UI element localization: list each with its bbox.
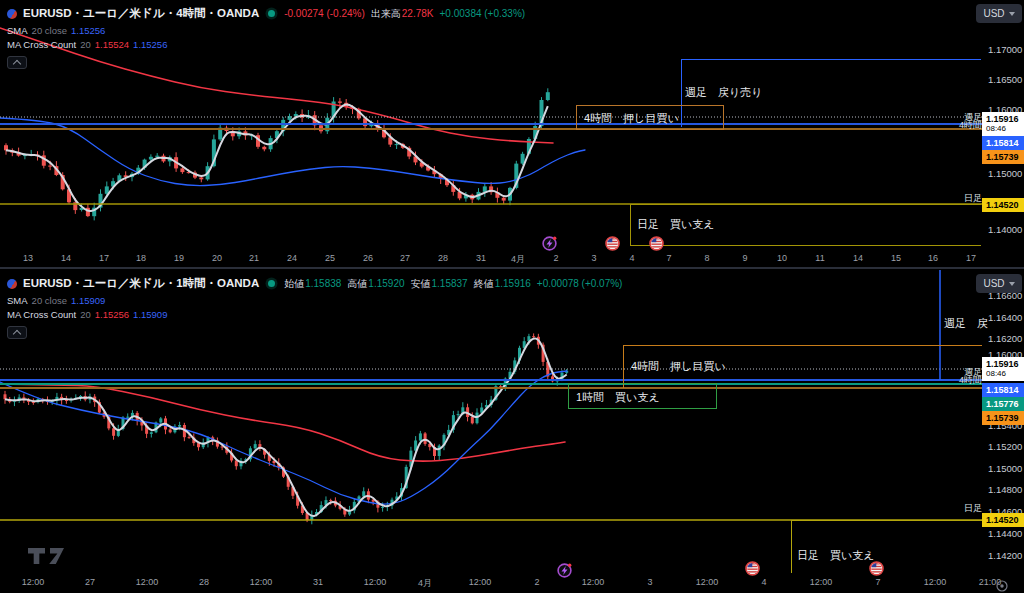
drawing-box[interactable]	[791, 520, 982, 573]
drawing-box-label: 日足 買い支え	[797, 548, 875, 563]
chart-panel-4h[interactable]: EURUSD・ユーロ／米ドル・4時間・OANDA -0.00274 (-0.24…	[0, 0, 1024, 268]
indicator-sma-name[interactable]: SMA	[7, 295, 28, 306]
time-axis-label: 12:00	[799, 577, 843, 587]
time-axis-label: 12:00	[685, 577, 729, 587]
price-tag-1.15739: 1.15739	[982, 150, 1024, 164]
time-axis-label: 12:00	[239, 577, 283, 587]
event-marker-flag-icon[interactable]	[868, 560, 885, 581]
price-axis-label: 1.14800	[988, 484, 1022, 495]
symbol-title-1h[interactable]: EURUSD・ユーロ／米ドル・1時間・OANDA	[23, 276, 259, 291]
time-axis-label: 12:00	[125, 577, 169, 587]
price-axis-label: 1.16400	[988, 312, 1022, 323]
event-marker-flag-icon[interactable]	[744, 560, 761, 581]
indicator-macross-params: 20	[80, 309, 91, 320]
high-label: 高値	[347, 277, 367, 291]
price-axis-label: 1.14200	[988, 550, 1022, 561]
price-tag-1.14520: 1.14520	[982, 513, 1024, 527]
chevron-down-icon	[1009, 12, 1015, 16]
symbol-logo-icon	[7, 9, 17, 19]
time-axis-label: 12:00	[458, 577, 502, 587]
time-axis-label: 12:00	[913, 577, 957, 587]
price-tag-1.14520: 1.14520	[982, 198, 1024, 212]
close-value: 1.15916	[495, 278, 531, 289]
currency-selector-1h[interactable]: USD	[976, 274, 1022, 293]
indicator-macross-value1: 1.15524	[95, 39, 129, 50]
drawing-box-label: 1時間 買い支え	[576, 390, 660, 405]
line-label: 4時間	[922, 119, 982, 132]
drawing-box-label: 4時間 押し目買い	[584, 111, 679, 126]
event-marker-flag-icon[interactable]	[604, 235, 621, 256]
indicator-sma-value: 1.15909	[71, 295, 105, 306]
indicator-macross-value2: 1.15256	[133, 39, 167, 50]
tradingview-logo[interactable]	[28, 546, 74, 570]
price-change-4h: -0.00274 (-0.24%)	[284, 8, 365, 19]
panel-divider[interactable]	[0, 267, 1024, 269]
indicator-macross-params: 20	[80, 39, 91, 50]
time-axis-label: 12:00	[353, 577, 397, 587]
price-axis-label: 1.15200	[988, 441, 1022, 452]
market-status-icon[interactable]	[268, 10, 275, 17]
indicator-macross-value1: 1.15256	[95, 309, 129, 320]
price-axis-label: 1.16200	[988, 333, 1022, 344]
chevron-down-icon	[1009, 282, 1015, 286]
time-axis-label: 2	[515, 577, 559, 587]
event-marker-bolt-icon[interactable]	[556, 562, 573, 583]
close-label: 終値	[474, 277, 494, 291]
indicator-macross-name[interactable]: MA Cross Count	[7, 309, 76, 320]
volume-label: 出来高	[371, 7, 401, 21]
event-marker-bolt-icon[interactable]	[541, 235, 558, 256]
symbol-title-4h[interactable]: EURUSD・ユーロ／米ドル・4時間・OANDA	[23, 6, 259, 21]
open-value: 1.15838	[305, 278, 341, 289]
time-axis-label: 12:00	[11, 577, 55, 587]
drawing-box-label: 4時間 押し目買い	[631, 359, 726, 374]
symbol-logo-icon	[7, 279, 17, 289]
open-label: 始値	[284, 277, 304, 291]
scroll-to-recent-icon[interactable]	[995, 579, 1009, 593]
indicator-sma-params: 20 close	[32, 25, 67, 36]
price-tag-1.15916: 1.1591608:46	[982, 112, 1024, 136]
price-axis-label: 1.14400	[988, 528, 1022, 539]
price-tag-1.15776: 1.15776	[982, 397, 1024, 411]
price-tag-1.15814: 1.15814	[982, 136, 1024, 150]
price-change-percent-4h: +0.00384 (+0.33%)	[440, 8, 526, 19]
time-axis-label: 4月	[403, 577, 447, 590]
price-change-percent-1h: +0.00078 (+0.07%)	[537, 278, 623, 289]
price-tag-1.15814: 1.15814	[982, 383, 1024, 397]
time-axis-label: 3	[628, 577, 672, 587]
drawing-box-label: 日足 買い支え	[637, 217, 715, 232]
time-axis-label: 17	[949, 253, 993, 263]
drawing-box-label: 週足 戻り売り	[685, 85, 763, 100]
price-axis-label: 1.16500	[988, 74, 1022, 85]
currency-selector-4h[interactable]: USD	[976, 4, 1022, 23]
price-axis-label: 1.17000	[988, 44, 1022, 55]
drawing-text: 週足 戻	[944, 316, 988, 331]
low-label: 安値	[411, 277, 431, 291]
indicator-sma-name[interactable]: SMA	[7, 25, 28, 36]
indicator-sma-value: 1.15256	[71, 25, 105, 36]
time-axis-label: 12:00	[571, 577, 615, 587]
chart-panel-1h[interactable]: EURUSD・ユーロ／米ドル・1時間・OANDA 始値1.15838 高値1.1…	[0, 270, 1024, 593]
collapse-panel-button-4h[interactable]	[7, 56, 27, 69]
collapse-panel-button-1h[interactable]	[7, 326, 27, 339]
time-axis-label: 27	[68, 577, 112, 587]
low-value: 1.15837	[432, 278, 468, 289]
time-axis-label: 31	[296, 577, 340, 587]
event-marker-flag-icon[interactable]	[648, 235, 665, 256]
line-label: 日足	[922, 502, 982, 515]
price-tag-1.15916: 1.1591608:46	[982, 357, 1024, 381]
indicator-macross-value2: 1.15909	[133, 309, 167, 320]
price-axis-label: 1.14000	[988, 224, 1022, 235]
volume-value: 22.78K	[402, 8, 434, 19]
price-tag-1.15739: 1.15739	[982, 411, 1024, 425]
line-label: 日足	[922, 192, 982, 205]
line-label: 4時間	[922, 374, 982, 387]
time-axis-label: 28	[182, 577, 226, 587]
market-status-icon[interactable]	[268, 280, 275, 287]
indicator-macross-name[interactable]: MA Cross Count	[7, 39, 76, 50]
price-axis-label: 1.15000	[988, 168, 1022, 179]
indicator-sma-params: 20 close	[32, 295, 67, 306]
price-axis-label: 1.15000	[988, 463, 1022, 474]
high-value: 1.15920	[368, 278, 404, 289]
